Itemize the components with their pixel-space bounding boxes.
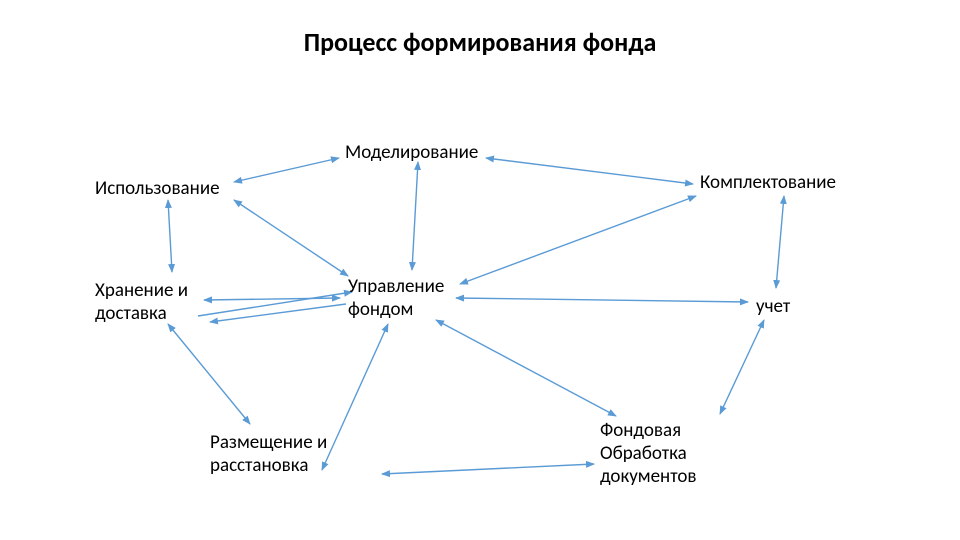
edge xyxy=(168,324,250,424)
edge xyxy=(210,304,346,322)
edge xyxy=(486,158,693,184)
edge xyxy=(460,196,696,284)
diagram-title: Процесс формирования фонда xyxy=(304,26,657,58)
edge xyxy=(720,320,764,414)
edge xyxy=(412,162,418,270)
edge xyxy=(234,200,348,276)
node-processing: ФондоваяОбработкадокументов xyxy=(600,420,696,488)
node-usage: Использование xyxy=(95,178,220,201)
node-modeling: Моделирование xyxy=(345,142,478,165)
node-placement: Размещение ирасстановка xyxy=(210,432,327,478)
edge xyxy=(436,320,616,416)
edge xyxy=(322,324,388,470)
node-management: Управлениефондом xyxy=(348,276,444,322)
edge xyxy=(382,464,594,474)
node-storage: Хранение идоставка xyxy=(95,280,188,326)
edge xyxy=(168,200,172,272)
node-acquisition: Комплектование xyxy=(700,172,836,195)
edge xyxy=(198,292,352,316)
edge xyxy=(776,196,784,288)
edge xyxy=(456,298,748,302)
edge xyxy=(234,158,339,182)
edge xyxy=(204,298,340,300)
node-accounting: учет xyxy=(756,296,790,319)
arrows-layer xyxy=(0,0,960,540)
